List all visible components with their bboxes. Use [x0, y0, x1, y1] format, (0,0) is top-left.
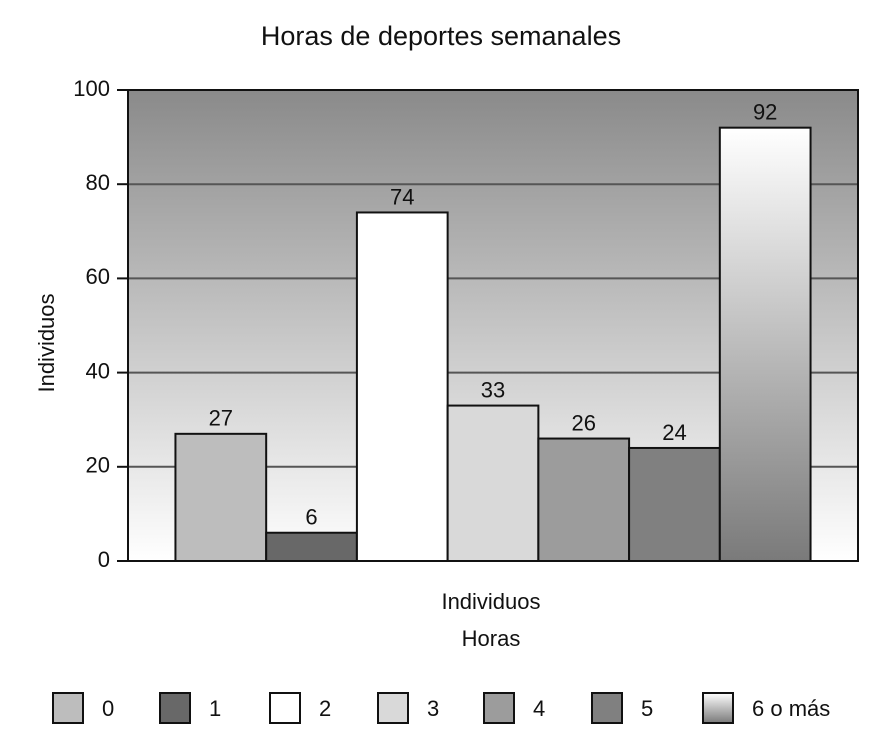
- legend-label: 5: [641, 696, 653, 721]
- y-tick-label: 0: [98, 547, 110, 572]
- y-axis-label: Individuos: [34, 293, 59, 392]
- legend-swatch: [159, 692, 191, 724]
- legend-label: 3: [427, 696, 439, 721]
- legend-label: 0: [102, 696, 114, 721]
- value-label: 6: [305, 505, 317, 530]
- bar: [265, 531, 358, 562]
- value-label: 27: [209, 406, 233, 431]
- bar: [174, 432, 268, 562]
- value-label: 92: [753, 99, 777, 124]
- legend-swatch: [702, 692, 734, 724]
- bar: [628, 446, 721, 562]
- legend-label: 4: [533, 696, 545, 721]
- legend-label: 6 o más: [752, 696, 830, 721]
- value-label: 24: [662, 420, 686, 445]
- legend-label: 1: [209, 696, 221, 721]
- y-tick-label: 20: [86, 453, 110, 478]
- bar: [446, 404, 540, 562]
- legend-swatch: [377, 692, 409, 724]
- legend-swatch: [52, 692, 84, 724]
- y-tick-label: 40: [86, 358, 110, 383]
- legend-swatch: [591, 692, 623, 724]
- x-axis-label: Individuos: [441, 589, 540, 614]
- legend-label: 2: [319, 696, 331, 721]
- value-label: 33: [481, 377, 505, 402]
- y-tick-label: 100: [73, 76, 110, 101]
- bar: [355, 211, 449, 563]
- y-tick-label: 80: [86, 170, 110, 195]
- value-label: 26: [571, 410, 595, 435]
- x-axis-sublabel: Horas: [462, 626, 521, 651]
- legend-swatch: [483, 692, 515, 724]
- bar: [718, 126, 812, 563]
- bar: [537, 437, 631, 563]
- chart-title: Horas de deportes semanales: [261, 21, 621, 51]
- value-label: 74: [390, 184, 414, 209]
- legend-swatch: [269, 692, 301, 724]
- y-tick-label: 60: [86, 264, 110, 289]
